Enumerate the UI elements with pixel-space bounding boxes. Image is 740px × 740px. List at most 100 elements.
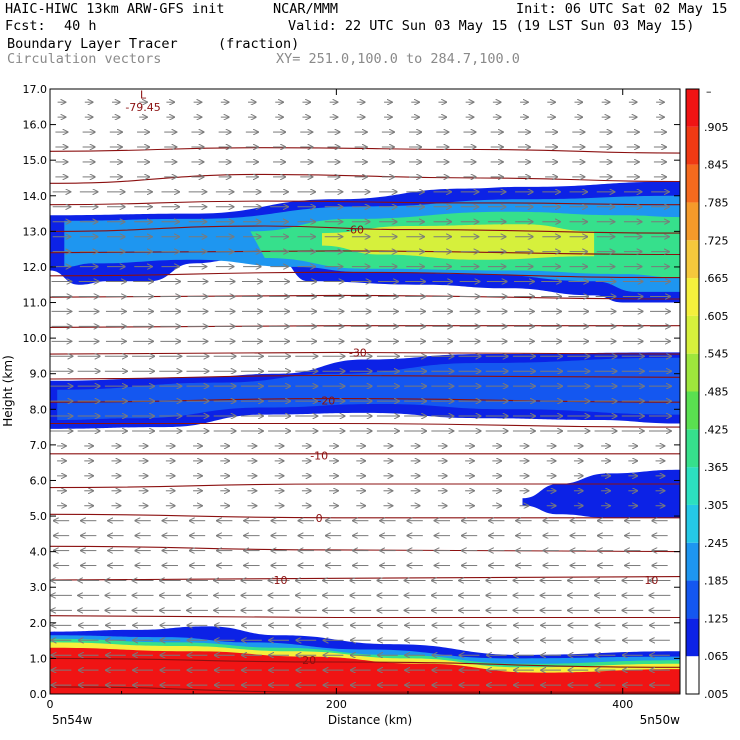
- colorbar-level-label: .725: [704, 234, 729, 247]
- colorbar-swatch: [686, 618, 699, 657]
- y-tick-label: 7.0: [30, 439, 48, 452]
- y-tick-label: 5.0: [30, 510, 48, 523]
- colorbar-swatch: [686, 89, 699, 127]
- contour--80: [50, 147, 680, 154]
- forecast-label: Fcst:: [5, 18, 46, 34]
- x-axis-title: Distance (km): [328, 713, 412, 727]
- colorbar-level-label: .785: [704, 196, 729, 209]
- y-tick-label: 12.0: [23, 261, 48, 274]
- contour--15: [50, 422, 680, 428]
- colorbar-swatch: [686, 542, 699, 581]
- colorbar-swatch: [686, 429, 699, 468]
- y-tick-label: 16.0: [23, 119, 48, 132]
- contour--40: [50, 325, 680, 328]
- contour--30: [50, 351, 680, 355]
- right-endpoint-label: 5n50w: [640, 713, 681, 727]
- colorbar-level-label: .485: [704, 386, 729, 399]
- y-tick-label: 3.0: [30, 581, 48, 594]
- contour--45: [50, 294, 680, 300]
- colorbar-frame: [685, 88, 700, 695]
- contour--60: [50, 225, 680, 234]
- init-time: Init: 06 UTC Sat 02 May 15: [516, 1, 728, 17]
- contour--25: [50, 374, 680, 380]
- temperature-contours: [50, 147, 680, 693]
- colorbar-level-label: .545: [704, 348, 729, 361]
- y-tick-label: 2.0: [30, 617, 48, 630]
- colorbar-level-label: .125: [704, 612, 729, 625]
- contour-label: 0: [316, 512, 323, 525]
- y-tick-label: 14.0: [23, 190, 48, 203]
- model-title: HAIC-HIWC 13km ARW-GFS init: [5, 1, 225, 17]
- contour-label: -20: [317, 394, 335, 407]
- contour--5: [50, 483, 680, 489]
- colorbar-level-label: .005: [704, 688, 729, 701]
- forecast-value: 40 h: [64, 18, 97, 34]
- colorbar-level-label: .185: [704, 575, 729, 588]
- cross-section-endpoints: XY= 251.0,100.0 to 284.7,100.0: [276, 51, 520, 67]
- x-tick-label: 0: [47, 698, 54, 711]
- contour--55: [50, 250, 680, 256]
- x-tick-label: 200: [326, 698, 347, 711]
- colorbar-swatch: [686, 467, 699, 505]
- colorbar-swatch: [686, 164, 699, 203]
- left-endpoint-label: 5n54w: [52, 713, 93, 727]
- contour--50: [50, 271, 680, 279]
- y-tick-label: 1.0: [30, 652, 48, 665]
- y-tick-label: 11.0: [23, 297, 48, 310]
- contour-label: 20: [302, 654, 316, 667]
- valid-time: Valid: 22 UTC Sun 03 May 15 (19 LST Sun …: [288, 18, 695, 34]
- contour-15: [50, 615, 680, 619]
- field-name: Boundary Layer Tracer: [7, 36, 178, 52]
- plot-frame: [49, 88, 681, 695]
- overlay-name: Circulation vectors: [7, 51, 162, 67]
- contour-label: 10: [274, 574, 288, 587]
- contour-0: [50, 513, 680, 519]
- contour-labels: L-79.45 -60 -30 -20 -10 0 10 10 20: [125, 88, 658, 667]
- contour-label: -60: [346, 224, 364, 237]
- colorbar-swatch: [686, 202, 699, 241]
- colorbar-swatch: [686, 656, 699, 694]
- colorbar-top-label: –: [706, 85, 712, 98]
- colorbar-level-label: .605: [704, 310, 729, 323]
- colorbar-swatch: [686, 504, 699, 543]
- colorbar-level-label: .845: [704, 159, 729, 172]
- contour-label: -30: [349, 346, 367, 359]
- colorbar-swatch: [686, 240, 699, 279]
- colorbar-swatch: [686, 126, 699, 165]
- field-units: (fraction): [218, 36, 300, 52]
- colorbar-level-label: .425: [704, 423, 729, 436]
- colorbar-swatch: [686, 315, 699, 354]
- y-tick-label: 6.0: [30, 474, 48, 487]
- colorbar-level-label: .065: [704, 650, 729, 663]
- y-tick-label: 4.0: [30, 546, 48, 559]
- contour-5: [50, 545, 680, 553]
- y-tick-label: 15.0: [23, 154, 48, 167]
- y-tick-label: 10.0: [23, 332, 48, 345]
- contour-10: [50, 576, 680, 581]
- colorbar-level-label: .905: [704, 121, 729, 134]
- contour-20: [50, 657, 680, 668]
- contour--70: [50, 173, 680, 184]
- colorbar: – .905 .845 .785 .725 .665 .605 .545 .485 .425 .36…: [685, 85, 729, 701]
- circulation-vectors: [50, 102, 671, 685]
- colorbar-level-label: .365: [704, 461, 729, 474]
- y-tick-label: 17.0: [23, 83, 48, 96]
- y-tick-label: 0.0: [30, 688, 48, 701]
- x-tick-label: 400: [612, 698, 633, 711]
- axes: 0.0 1.0 2.0 3.0 4.0 5.0 6.0 7.0 8.0 9.0 10.0 11.0 12…: [23, 83, 680, 711]
- colorbar-swatch: [686, 278, 699, 316]
- y-axis-title: Height (km): [1, 355, 15, 426]
- colorbar-level-label: .305: [704, 499, 729, 512]
- y-tick-label: 8.0: [30, 403, 48, 416]
- colorbar-swatch: [686, 391, 699, 430]
- fill-low-cloud-right: [522, 469, 680, 518]
- contour-label: -79.45: [125, 101, 160, 114]
- org-label: NCAR/MMM: [273, 1, 339, 17]
- contour-label: L: [140, 88, 147, 101]
- fill-boundary-layer-red: [50, 647, 680, 694]
- colorbar-swatch: [686, 580, 699, 619]
- colorbar-swatch: [686, 353, 699, 392]
- contour-label: 10: [644, 574, 658, 587]
- colorbar-level-label: .245: [704, 537, 729, 550]
